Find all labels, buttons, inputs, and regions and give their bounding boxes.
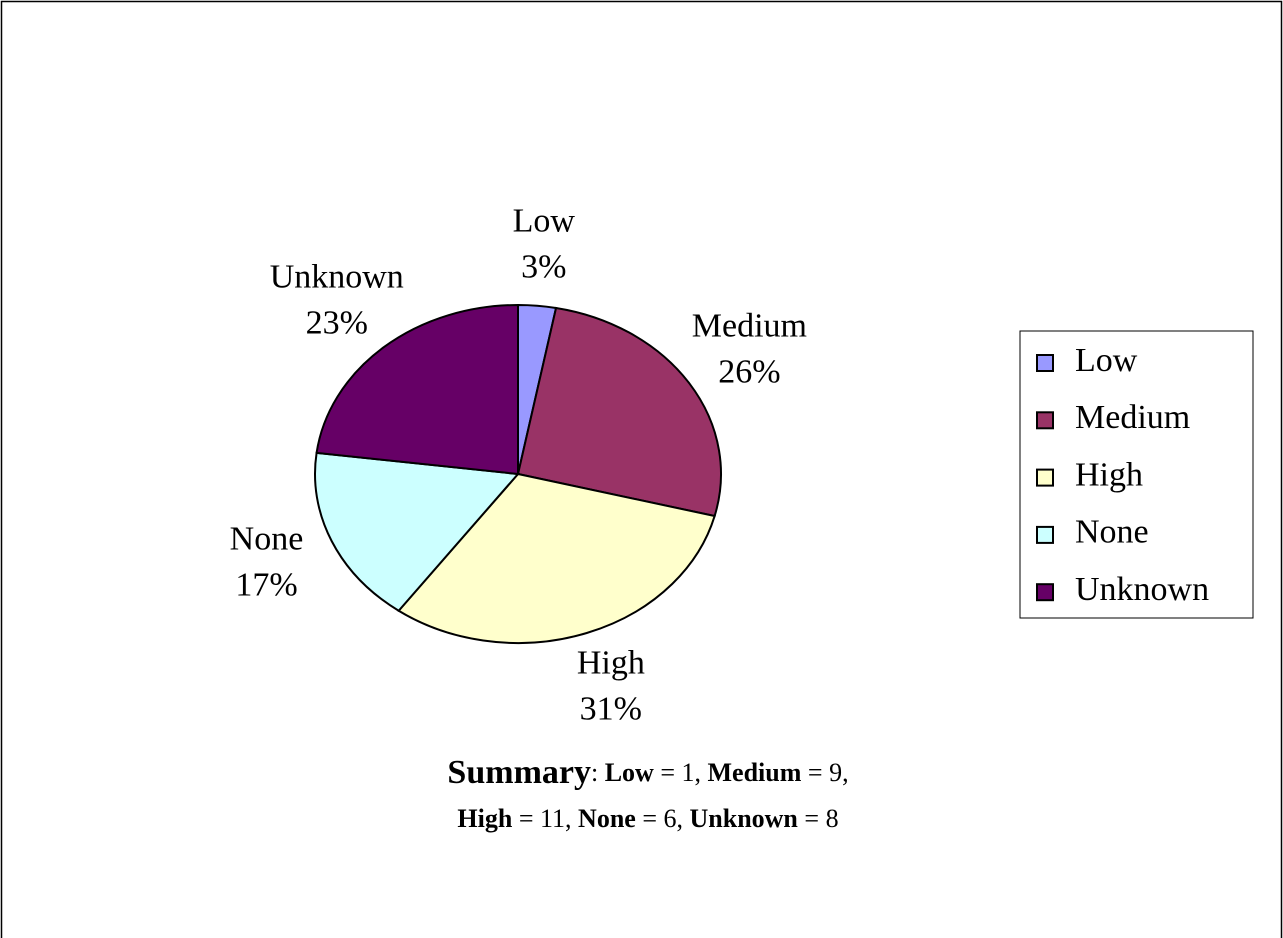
slice-label: Low [513, 203, 576, 240]
pie-slice [516, 306, 722, 518]
summary-segment: = 6, [636, 804, 690, 833]
legend-label: High [1075, 456, 1143, 493]
summary-segment: Low [605, 758, 654, 787]
summary-segment: None [578, 804, 636, 833]
summary-segment: Medium [708, 758, 802, 787]
summary-segment: Summary [447, 754, 591, 791]
legend-swatch [1036, 411, 1054, 430]
slice-value-label: 3% [521, 249, 566, 286]
summary-line: High = 11, None = 6, Unknown = 8 [457, 804, 838, 833]
pie-slice [397, 472, 716, 644]
summary-segment: High [457, 804, 512, 833]
legend-swatch [1036, 468, 1054, 487]
slice-value-label: 17% [235, 566, 297, 603]
summary-segment: = 1, [654, 758, 708, 787]
slice-label: Unknown [270, 259, 404, 296]
slice-label: None [230, 520, 304, 557]
legend-label: Unknown [1075, 571, 1209, 608]
slice-value-label: 31% [580, 690, 642, 727]
summary-segment: : [591, 758, 605, 787]
legend-label: None [1075, 514, 1149, 551]
legend-swatch [1036, 525, 1054, 544]
legend-swatch [1036, 583, 1054, 602]
legend-swatch [1036, 354, 1054, 372]
legend-label: Low [1075, 342, 1138, 379]
slice-label: Medium [692, 308, 807, 345]
pie-slice [314, 451, 521, 613]
summary-segment: = 9, [801, 758, 848, 787]
slice-value-label: 26% [718, 354, 780, 391]
summary-segment: Unknown [690, 804, 799, 833]
slice-label: High [577, 644, 645, 681]
summary-segment: = 11, [512, 804, 578, 833]
slice-value-label: 23% [306, 305, 368, 342]
summary-line: Summary: Low = 1, Medium = 9, [447, 754, 848, 791]
legend-label: Medium [1075, 399, 1190, 436]
legend-box [1019, 330, 1254, 619]
pie-slice [315, 303, 519, 476]
summary-segment: = 8 [798, 804, 839, 833]
